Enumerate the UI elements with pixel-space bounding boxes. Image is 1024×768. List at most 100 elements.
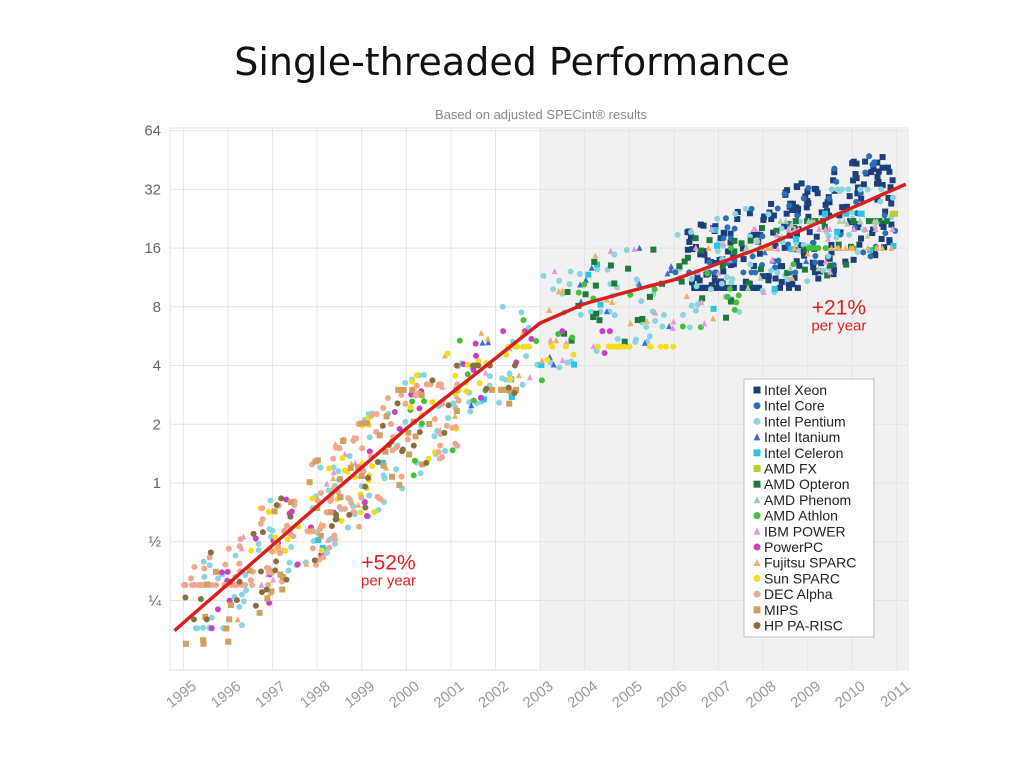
data-point — [208, 614, 215, 621]
data-point — [749, 284, 756, 291]
data-point — [238, 545, 245, 552]
data-point — [379, 459, 386, 466]
data-point — [264, 595, 271, 602]
data-point — [331, 536, 338, 543]
data-point — [886, 239, 893, 246]
data-point — [502, 376, 509, 383]
data-point — [526, 343, 533, 350]
legend-marker — [753, 386, 761, 394]
data-point — [566, 281, 573, 288]
data-point — [779, 263, 786, 270]
legend-label: Intel Pentium — [764, 413, 846, 429]
data-point — [201, 573, 208, 580]
data-point — [411, 457, 418, 464]
data-point — [768, 200, 775, 207]
data-point — [878, 186, 885, 193]
data-point — [806, 245, 813, 252]
data-point — [633, 276, 640, 283]
data-point — [236, 560, 243, 567]
data-point — [820, 267, 827, 274]
y-tick-label: ½ — [148, 534, 161, 551]
data-point — [777, 217, 784, 224]
data-point — [834, 244, 841, 251]
data-point — [182, 594, 189, 601]
data-point — [885, 194, 892, 201]
data-point — [736, 308, 743, 315]
data-point — [568, 337, 575, 344]
data-point — [793, 231, 800, 238]
x-tick-label: 1997 — [252, 678, 289, 712]
data-point — [793, 183, 800, 190]
data-point — [822, 245, 829, 252]
data-point — [396, 481, 403, 488]
data-point — [452, 440, 459, 447]
data-point — [582, 276, 589, 283]
data-point — [472, 340, 479, 347]
x-tick-label: 2001 — [431, 678, 468, 712]
data-point — [874, 174, 881, 181]
data-point — [761, 213, 768, 220]
data-point — [271, 508, 278, 515]
data-point — [804, 250, 811, 257]
data-point — [768, 244, 775, 251]
data-point — [789, 207, 796, 214]
legend-label: AMD Phenom — [764, 492, 851, 508]
data-point — [409, 398, 416, 405]
data-point — [714, 242, 721, 249]
data-point — [538, 377, 545, 384]
data-point — [862, 225, 869, 233]
data-point — [889, 210, 896, 217]
data-point — [227, 601, 234, 608]
data-point — [213, 581, 220, 588]
data-point — [865, 218, 872, 225]
series-amd-fx — [889, 210, 899, 217]
data-point — [314, 457, 321, 464]
data-point — [275, 544, 282, 551]
legend-item: MIPS — [753, 602, 798, 618]
data-point — [693, 283, 700, 290]
data-point — [520, 317, 527, 324]
data-point — [812, 252, 819, 259]
data-point — [203, 581, 210, 588]
data-point — [317, 490, 324, 497]
data-point — [875, 179, 882, 186]
data-point — [561, 330, 568, 337]
data-point — [594, 266, 601, 273]
data-point — [418, 420, 425, 427]
legend-marker — [753, 496, 761, 504]
data-point — [798, 180, 805, 187]
data-point — [792, 269, 799, 276]
data-point — [830, 266, 837, 273]
data-point — [335, 468, 342, 475]
data-point — [355, 523, 362, 530]
legend-label: Intel Celeron — [764, 445, 843, 461]
data-point — [672, 269, 679, 276]
data-point — [856, 241, 863, 248]
data-point — [324, 549, 331, 556]
legend-item: Intel Xeon — [753, 382, 827, 398]
data-point — [708, 225, 715, 233]
data-point — [478, 329, 485, 336]
data-point — [276, 550, 283, 557]
data-point — [398, 391, 405, 398]
data-point — [825, 235, 832, 242]
data-point — [562, 343, 569, 350]
x-tick-label: 2010 — [832, 678, 869, 712]
legend-label: MIPS — [764, 602, 798, 618]
data-point — [594, 343, 601, 350]
data-point — [669, 324, 676, 332]
data-point — [666, 322, 673, 330]
data-point — [788, 246, 795, 253]
data-point — [760, 288, 767, 295]
data-point — [464, 371, 471, 378]
data-point — [875, 168, 882, 175]
data-point — [200, 640, 207, 647]
data-point — [873, 244, 880, 251]
data-point — [263, 586, 270, 593]
data-point — [670, 343, 677, 350]
data-point — [754, 236, 761, 243]
data-point — [419, 461, 426, 468]
data-point — [317, 532, 324, 539]
data-point — [564, 359, 571, 366]
data-point — [688, 276, 695, 283]
